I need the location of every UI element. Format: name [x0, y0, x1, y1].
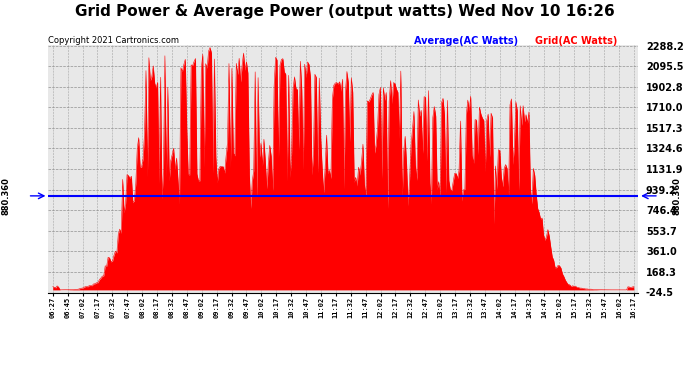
Text: Grid(AC Watts): Grid(AC Watts): [535, 36, 617, 46]
Text: Copyright 2021 Cartronics.com: Copyright 2021 Cartronics.com: [48, 36, 179, 45]
Text: Average(AC Watts): Average(AC Watts): [414, 36, 518, 46]
Text: Grid Power & Average Power (output watts) Wed Nov 10 16:26: Grid Power & Average Power (output watts…: [75, 4, 615, 19]
Text: 880.360: 880.360: [672, 177, 681, 215]
Text: 880.360: 880.360: [1, 177, 10, 215]
